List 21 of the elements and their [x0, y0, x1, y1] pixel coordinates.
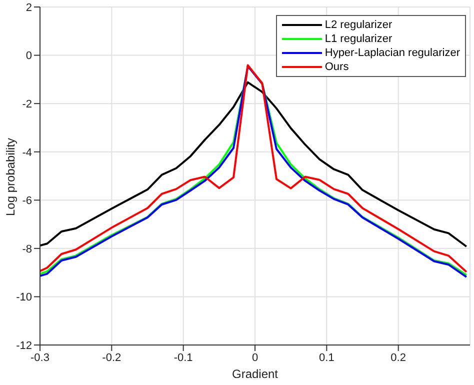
legend-label: Hyper-Laplacian regularizer: [324, 46, 460, 60]
y-tick-label: -4: [22, 146, 32, 159]
line-series: [40, 81, 468, 248]
y-tick-label: -10: [16, 292, 32, 304]
legend-label: L1 regularizer: [324, 32, 392, 46]
legend-label: Ours: [324, 60, 349, 74]
y-tick-label: 2: [26, 2, 32, 14]
x-tick-label: -0.2: [102, 352, 122, 364]
legend-label: L2 regularizer: [324, 18, 392, 32]
y-tick-label: 0: [26, 50, 32, 62]
y-tick-label: -6: [22, 195, 32, 208]
x-tick-label: 0.2: [390, 352, 406, 364]
x-tick-label: -0.3: [30, 352, 50, 364]
x-tick-label: 0: [252, 352, 258, 364]
x-axis-title: Gradient: [232, 367, 279, 381]
x-tick-label: -0.1: [174, 352, 193, 364]
y-tick-label: -2: [22, 98, 32, 110]
x-tick-label: 0.1: [319, 352, 334, 364]
y-tick-label: -12: [16, 340, 32, 352]
y-axis-title: Log probability: [3, 138, 18, 216]
y-tick-label: -8: [22, 243, 32, 256]
